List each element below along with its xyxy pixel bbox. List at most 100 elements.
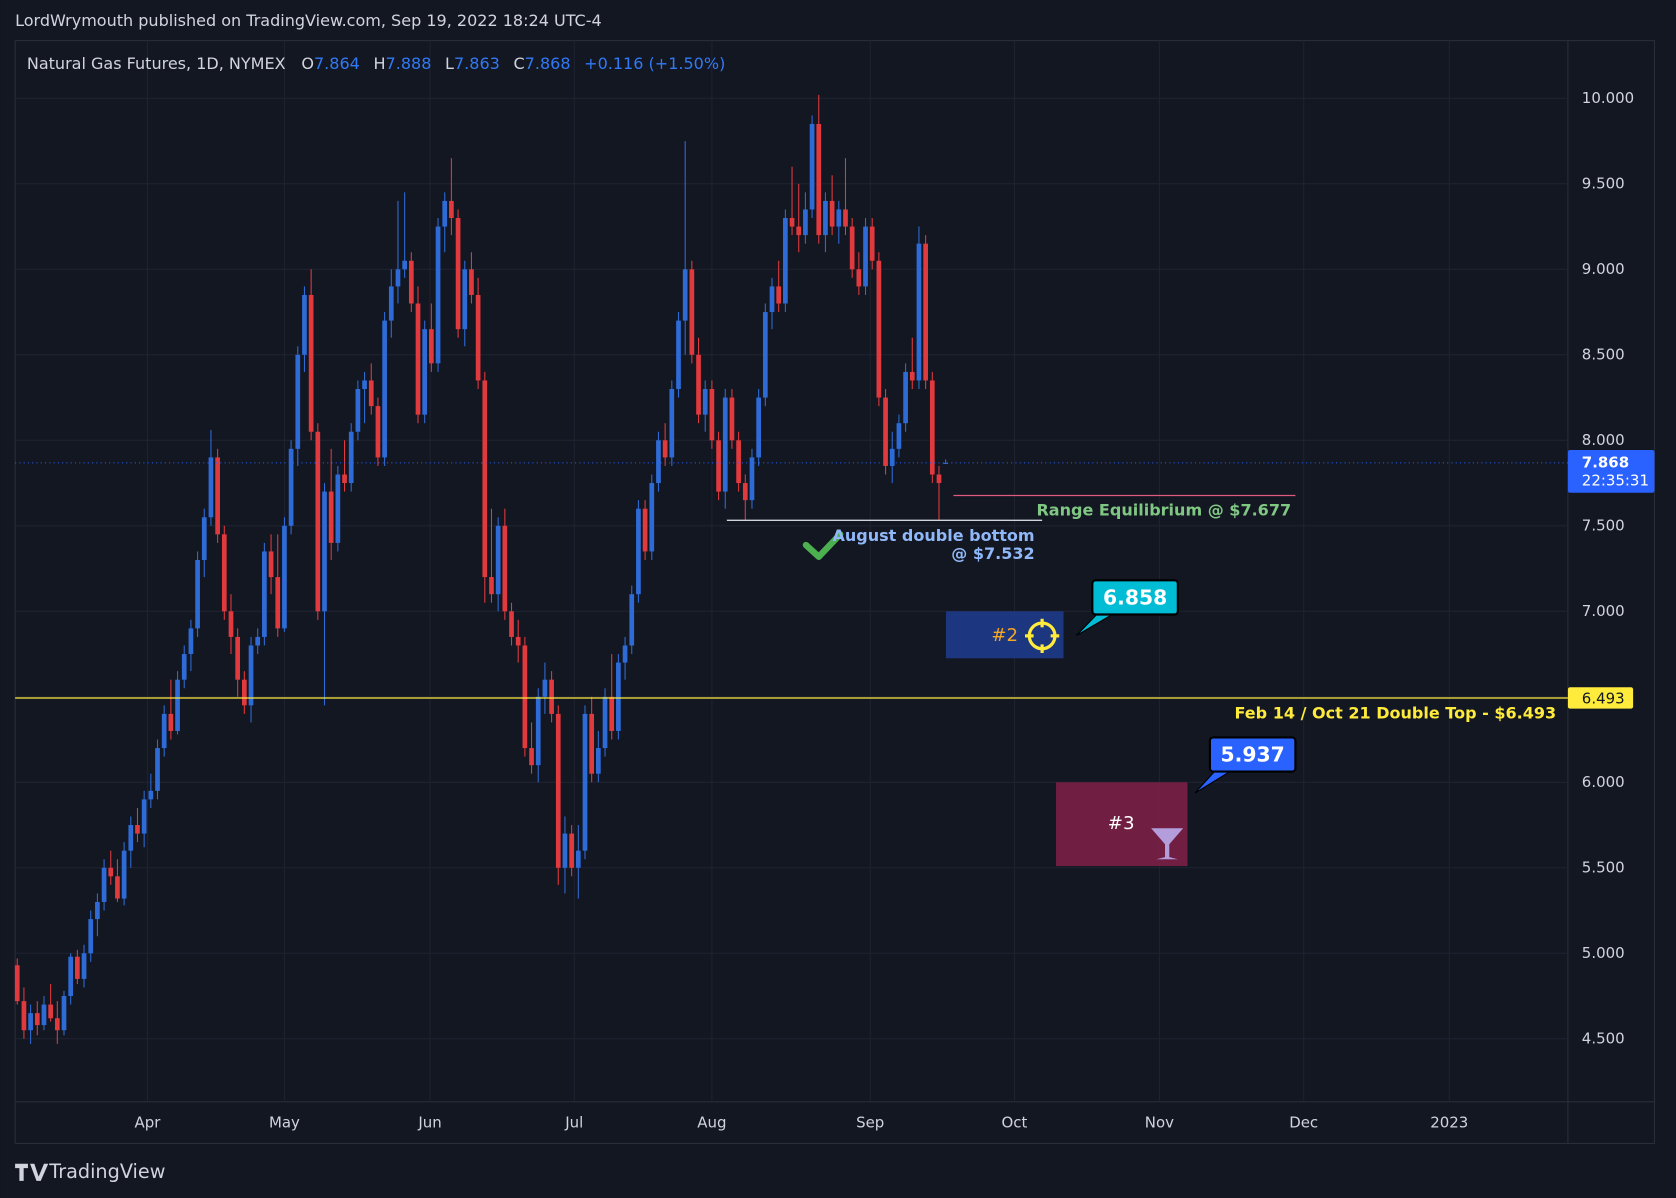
candle-body	[515, 636, 521, 646]
x-tick-label: Sep	[856, 1114, 884, 1132]
candle-body	[489, 577, 494, 595]
candle-body	[408, 260, 414, 304]
candle-body	[48, 1004, 53, 1019]
y-tick-label: 6.000	[1582, 773, 1625, 791]
candle-body	[722, 397, 728, 492]
candle-body	[422, 329, 428, 415]
candle-body	[95, 901, 100, 920]
candle-body	[709, 389, 715, 441]
close-value: 7.868	[525, 54, 571, 73]
candle-body	[128, 825, 134, 851]
candle-body	[863, 226, 868, 287]
candle-body	[796, 226, 802, 236]
candle-body	[81, 953, 87, 979]
price-tag	[1567, 687, 1634, 709]
candle-body	[889, 448, 895, 466]
change: +0.116 (+1.50%)	[584, 54, 725, 73]
candle-body	[429, 329, 434, 364]
candle-body	[595, 748, 601, 774]
x-tick-label: Nov	[1145, 1114, 1174, 1132]
level-label: Range Equilibrium @ $7.677	[1036, 500, 1291, 519]
y-tick-label: 5.500	[1582, 858, 1625, 876]
candle-body	[275, 577, 281, 629]
plot	[14, 94, 1568, 1044]
candle-body	[135, 825, 140, 834]
x-tick-label: Jul	[564, 1114, 583, 1132]
candle-body	[181, 654, 187, 680]
candle-body	[455, 218, 461, 330]
candle-body	[923, 243, 928, 381]
candle-body	[809, 123, 815, 210]
candle-body	[549, 679, 554, 714]
candle-body	[702, 389, 708, 415]
candle-body	[315, 431, 321, 612]
candle-body	[68, 956, 74, 997]
current-price-tag	[1567, 450, 1655, 493]
candle-body	[388, 286, 394, 321]
candle-body	[736, 440, 741, 484]
zone-label: #2	[991, 625, 1018, 646]
symbol-title: Natural Gas Futures, 1D, NYMEX	[27, 54, 286, 73]
zone-label: #3	[1108, 813, 1135, 834]
candle-body	[575, 850, 581, 868]
candle-body	[342, 474, 347, 484]
chart-pane	[14, 40, 1656, 1145]
candle-body	[14, 965, 20, 1002]
candle-body	[529, 748, 534, 766]
candle-body	[823, 200, 828, 236]
candle-body	[322, 491, 327, 612]
candle-body	[175, 679, 180, 731]
x-tick-label: Dec	[1289, 1114, 1318, 1132]
candle-body	[402, 260, 407, 270]
candle-body	[228, 611, 234, 637]
candle-body	[562, 833, 568, 868]
candle-body	[903, 371, 908, 424]
candle-body	[616, 662, 621, 731]
candle-body	[475, 294, 481, 381]
candle-body	[308, 294, 314, 432]
x-tick-label: Apr	[135, 1114, 162, 1132]
price-tag-label: 6.493	[1582, 690, 1625, 708]
candle-body	[395, 269, 401, 287]
grid	[15, 40, 1568, 1101]
candle-body	[221, 534, 227, 612]
candle-body	[502, 525, 508, 612]
candle-body	[141, 799, 147, 834]
candle-body	[649, 483, 655, 552]
candle-body	[295, 354, 301, 449]
candle-body	[856, 269, 862, 287]
y-tick-label: 4.500	[1582, 1029, 1625, 1047]
candle-body	[682, 269, 688, 321]
candle-body	[555, 713, 561, 868]
candle-body	[742, 483, 748, 501]
candle-body	[642, 508, 648, 552]
candle-body	[282, 525, 287, 629]
candle-body	[936, 474, 942, 484]
candle-body	[776, 286, 782, 304]
candle-body	[41, 1004, 47, 1026]
candle-body	[869, 226, 875, 261]
candle-body	[589, 713, 595, 774]
candle-body	[28, 1013, 33, 1031]
candle-body	[168, 713, 174, 731]
candle-body	[101, 867, 107, 902]
close-label: C	[513, 54, 524, 73]
candle-body	[115, 876, 120, 899]
candle-body	[836, 209, 842, 227]
candle-body	[816, 123, 822, 236]
legend: Natural Gas Futures, 1D, NYMEX O7.864 H7…	[27, 54, 725, 73]
open-value: 7.864	[314, 54, 360, 73]
candle-body	[676, 320, 681, 390]
candle-body	[201, 517, 207, 560]
level-label: @ $7.532	[951, 544, 1034, 563]
candle-body	[789, 218, 795, 227]
zone	[945, 611, 1064, 659]
check-icon	[802, 531, 844, 560]
candle-body	[916, 243, 922, 381]
candle-body	[362, 380, 367, 390]
low-value: 7.863	[454, 54, 500, 73]
y-tick-label: 5.000	[1582, 944, 1625, 962]
candle-body	[696, 354, 701, 415]
candle-body	[783, 218, 788, 304]
